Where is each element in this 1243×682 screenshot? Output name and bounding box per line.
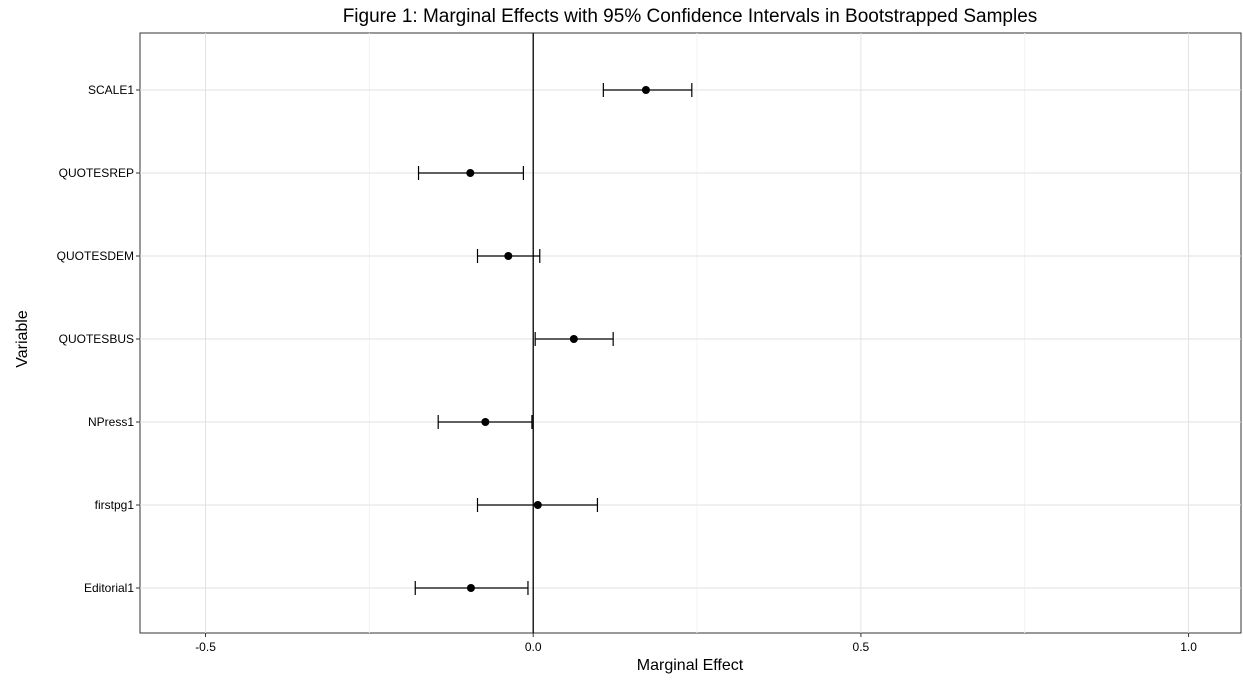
y-tick-label: SCALE1 xyxy=(88,83,134,97)
y-axis-ticks: SCALE1 QUOTESREP QUOTESDEM QUOTESBUS NPress1… xyxy=(57,83,140,595)
x-axis-ticks: -0.5 0.0 0.5 1.0 xyxy=(195,633,1197,654)
estimate-point xyxy=(641,86,650,94)
estimate-point xyxy=(569,335,578,343)
estimate-point xyxy=(533,501,542,509)
y-tick-label: QUOTESBUS xyxy=(59,332,134,346)
data-layer xyxy=(414,33,693,633)
chart-title: Figure 1: Marginal Effects with 95% Conf… xyxy=(343,6,1038,27)
x-tick-label: 0.0 xyxy=(525,640,542,654)
y-tick-label: NPress1 xyxy=(88,415,134,429)
y-tick-label: QUOTESREP xyxy=(59,166,134,180)
plot-panel xyxy=(139,32,1242,634)
estimate-point xyxy=(504,252,513,260)
estimate-point xyxy=(481,418,490,426)
y-axis-title: Variable xyxy=(14,310,31,368)
y-tick-label: QUOTESDEM xyxy=(57,249,134,263)
grid xyxy=(140,33,1241,633)
estimate-point xyxy=(466,169,475,177)
y-tick-label: Editorial1 xyxy=(84,581,134,595)
x-axis-title: Marginal Effect xyxy=(637,657,744,674)
estimate-point xyxy=(466,584,475,592)
x-tick-label: 1.0 xyxy=(1180,640,1197,654)
x-tick-label: 0.5 xyxy=(853,640,870,654)
y-tick-label: firstpg1 xyxy=(95,498,135,512)
x-tick-label: -0.5 xyxy=(195,640,216,654)
